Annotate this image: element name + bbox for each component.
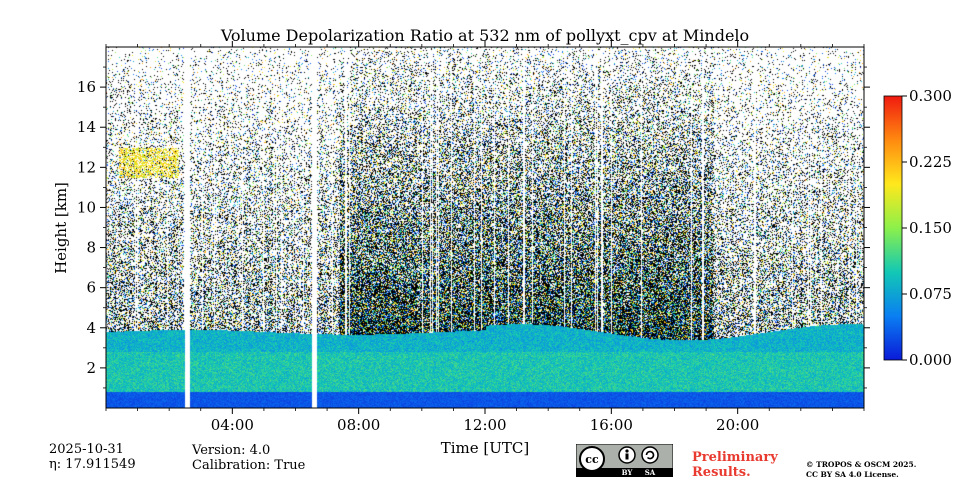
sa-icon [641, 446, 659, 464]
colorbar [883, 95, 903, 361]
x-axis-label: Time [UTC] [441, 439, 530, 457]
version-block: Version: 4.0 Calibration: True [192, 443, 305, 473]
x-tick-label: 04:00 [211, 416, 254, 434]
x-tick-label: 20:00 [716, 416, 759, 434]
copyright-note: © TROPOS & OSCM 2025. CC BY SA 4.0 Licen… [806, 460, 916, 480]
preliminary-line-1: Preliminary [692, 450, 778, 465]
colorbar-tick-label: 0.075 [909, 285, 952, 303]
preliminary-line-2: Results. [692, 465, 751, 480]
y-tick-label: 10 [77, 198, 96, 216]
x-tick-label: 12:00 [463, 416, 506, 434]
cc-icon [579, 446, 605, 472]
version-text: Version: 4.0 [192, 443, 271, 458]
x-tick-label: 16:00 [590, 416, 633, 434]
y-axis-label: Height [km] [52, 182, 70, 274]
y-tick-label: 14 [77, 118, 96, 136]
depolarization-heatmap [106, 47, 864, 408]
y-tick-label: 6 [86, 279, 96, 297]
colorbar-tick-label: 0.150 [909, 219, 952, 237]
colorbar-tick-label: 0.000 [909, 351, 952, 369]
preliminary-note: Preliminary Results. [692, 450, 778, 480]
colorbar-tick-label: 0.300 [909, 87, 952, 105]
y-tick-label: 8 [86, 239, 96, 257]
colorbar-tick-label: 0.225 [909, 153, 952, 171]
eta-text: η: 17.911549 [49, 457, 136, 472]
y-tick-label: 2 [86, 359, 96, 377]
cc-text: cc [585, 453, 599, 466]
by-text: BY [622, 468, 634, 477]
cc-by-sa-badge: cc BY SA [576, 444, 673, 477]
copyright-line-1: © TROPOS & OSCM 2025. [806, 460, 917, 469]
copyright-line-2: CC BY SA 4.0 License. [806, 470, 899, 479]
x-tick-label: 08:00 [337, 416, 380, 434]
chart-title: Volume Depolarization Ratio at 532 nm of… [220, 26, 749, 45]
y-tick-label: 16 [77, 78, 96, 96]
y-tick-label: 4 [86, 319, 96, 337]
date-block: 2025-10-31 η: 17.911549 [49, 442, 136, 472]
date-text: 2025-10-31 [49, 442, 124, 457]
calibration-text: Calibration: True [192, 458, 306, 473]
y-tick-label: 12 [77, 158, 96, 176]
sa-text: SA [645, 468, 656, 477]
